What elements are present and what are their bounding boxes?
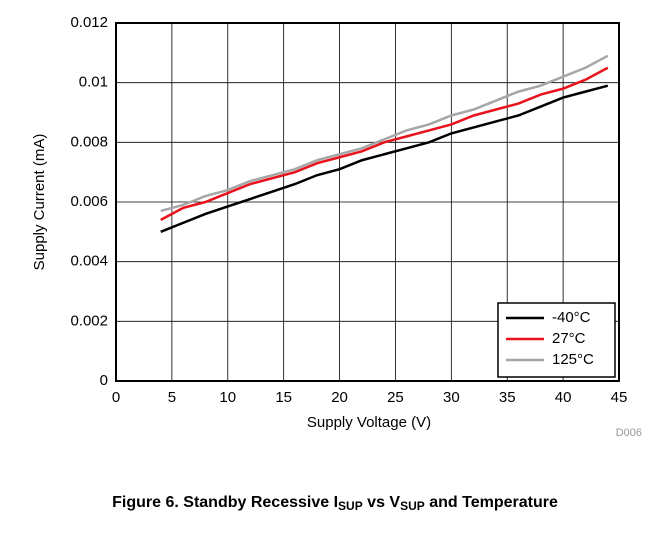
x-tick-label: 30 — [443, 389, 460, 406]
series-line — [160, 54, 609, 213]
caption-text: and Temperature — [425, 494, 558, 511]
caption-text: Figure 6. Standby Recessive I — [112, 494, 338, 511]
y-tick-label: 0.006 — [70, 193, 108, 210]
caption-subscript: SUP — [338, 499, 363, 513]
legend-label: -40°C — [552, 309, 591, 326]
x-tick-label: 5 — [168, 389, 176, 406]
caption-subscript: SUP — [400, 499, 425, 513]
legend-label: 125°C — [552, 351, 594, 368]
x-tick-label: 35 — [499, 389, 516, 406]
x-tick-label: 45 — [611, 389, 628, 406]
caption-text: vs V — [363, 494, 401, 511]
legend-label: 27°C — [552, 330, 586, 347]
y-tick-label: 0.01 — [79, 74, 108, 91]
y-tick-label: 0.012 — [70, 14, 108, 31]
y-tick-label: 0 — [100, 372, 108, 389]
y-axis-label: Supply Current (mA) — [31, 134, 48, 271]
caption: Figure 6. Standby Recessive ISUP vs VSUP… — [112, 494, 558, 513]
y-tick-label: 0.002 — [70, 312, 108, 329]
x-tick-label: 20 — [331, 389, 348, 406]
x-tick-label: 15 — [275, 389, 292, 406]
x-tick-label: 0 — [112, 389, 120, 406]
y-tick-label: 0.004 — [70, 253, 108, 270]
x-tick-label: 40 — [555, 389, 572, 406]
series-line — [160, 66, 609, 222]
figure-code: D006 — [616, 427, 642, 439]
plot-frame — [115, 22, 620, 382]
x-tick-label: 25 — [387, 389, 404, 406]
x-tick-label: 10 — [219, 389, 236, 406]
series-line — [160, 84, 609, 233]
y-tick-label: 0.008 — [70, 133, 108, 150]
x-axis-label: Supply Voltage (V) — [307, 414, 431, 431]
